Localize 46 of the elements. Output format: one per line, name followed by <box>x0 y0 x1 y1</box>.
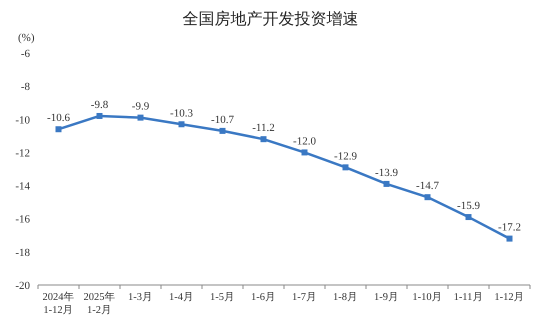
x-tick-label: 1-7月 <box>292 291 317 303</box>
data-label: -15.9 <box>457 200 480 212</box>
y-tick-label: -18 <box>15 246 30 259</box>
point <box>138 114 144 121</box>
data-label: -10.3 <box>170 107 194 120</box>
point <box>342 164 348 170</box>
point <box>96 112 102 119</box>
point <box>424 194 430 200</box>
x-tick-label: 1-5月 <box>210 291 235 303</box>
x-tick-label: 1-3月 <box>128 291 153 303</box>
x-tick-label: 1-12月 <box>494 291 525 303</box>
y-axis-title: (%) <box>18 32 35 44</box>
x-tick-label: 1-4月 <box>169 291 194 303</box>
data-label: -12.9 <box>334 150 358 162</box>
x-tick-label: 1-10月 <box>412 291 443 303</box>
x-tick-label: 1-8月 <box>333 291 358 303</box>
point <box>302 149 308 156</box>
data-label: -14.7 <box>416 180 440 192</box>
point <box>384 180 390 187</box>
y-tick-label: -20 <box>15 280 30 292</box>
point <box>260 136 266 142</box>
data-label: -10.7 <box>211 114 234 126</box>
y-tick-label: -10 <box>15 114 30 126</box>
x-tick-label: 1-6月 <box>251 291 276 303</box>
y-tick-label: -8 <box>20 81 30 94</box>
point <box>466 214 472 220</box>
point <box>56 126 62 132</box>
y-tick-label: -6 <box>20 48 30 60</box>
y-tick-label: -16 <box>15 214 30 226</box>
point <box>178 121 184 128</box>
data-label: -11.2 <box>252 122 275 134</box>
y-tick-label: -14 <box>15 180 30 193</box>
point <box>506 236 512 242</box>
x-tick-label: 1-9月 <box>374 291 399 303</box>
point <box>220 128 226 134</box>
data-label: -9.9 <box>132 100 150 113</box>
x-tick-label: 1-11月 <box>454 291 484 303</box>
x-tick-label: 2024年 1-12月 <box>42 291 74 316</box>
data-label: -9.8 <box>90 98 109 111</box>
data-label: -10.6 <box>47 112 70 124</box>
x-tick-label: 2025年 1-2月 <box>84 291 116 316</box>
chart-title: 全国房地产开发投资增速 <box>182 9 358 28</box>
data-label: -12.0 <box>293 135 316 148</box>
data-label: -17.2 <box>498 222 521 234</box>
y-tick-label: -12 <box>15 147 30 160</box>
data-label: -13.9 <box>375 166 398 179</box>
